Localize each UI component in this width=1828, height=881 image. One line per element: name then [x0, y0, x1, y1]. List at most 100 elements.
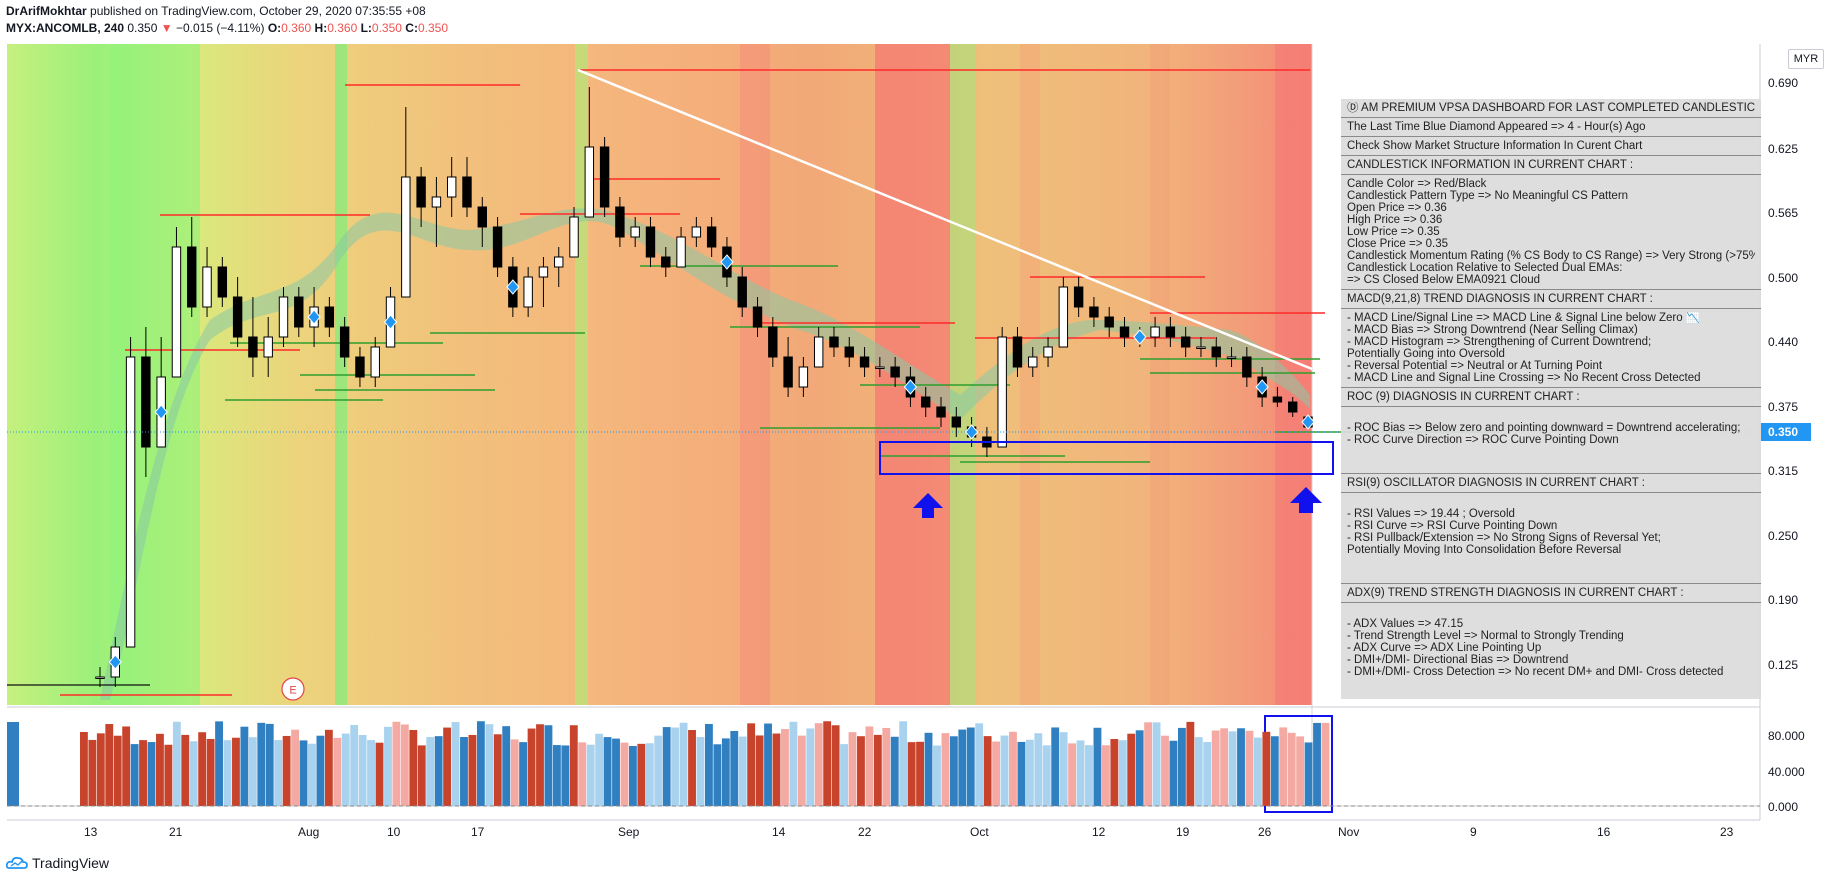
dashboard-line: - RSI Pullback/Extension => No Strong Si… — [1347, 532, 1661, 544]
candle-body — [1288, 401, 1298, 413]
time-tick: Sep — [618, 825, 640, 839]
currency-button[interactable]: MYR — [1788, 49, 1824, 69]
time-tick: 9 — [1470, 825, 1477, 839]
histogram-bar — [122, 726, 131, 806]
histogram-bar — [552, 745, 561, 806]
time-tick: 13 — [84, 825, 98, 839]
time-tick: 12 — [1092, 825, 1106, 839]
histogram-bar — [232, 737, 240, 806]
histogram-bar — [198, 732, 207, 806]
histogram-bar — [916, 741, 924, 806]
dashboard-section: - ADX Values => 47.15- Trend Strength Le… — [1341, 603, 1761, 681]
dashboard-section: Ⓓ AM PREMIUM VPSA DASHBOARD FOR LAST COM… — [1341, 99, 1761, 118]
dashboard-line: - DMI+/DMI- Cross Detection => No recent… — [1347, 666, 1724, 678]
spread-band — [1020, 44, 1040, 705]
time-tick: Aug — [298, 825, 319, 839]
dashboard-line — [1347, 556, 1755, 568]
open-label: O: — [267, 21, 282, 35]
price-tick: 0.500 — [1768, 271, 1798, 285]
symbol-label[interactable]: MYX:ANCOMLB, 240 — [6, 21, 125, 35]
histogram-bar — [367, 740, 376, 806]
low-label: L: — [360, 21, 372, 35]
histogram-bar — [1270, 736, 1279, 806]
candle-body — [1058, 286, 1069, 348]
histogram-bar — [924, 732, 933, 806]
candle-body — [890, 366, 900, 378]
candle-body — [125, 356, 136, 648]
author-name[interactable]: DrArifMokhtar — [6, 4, 87, 18]
histogram-bar — [586, 744, 595, 806]
candle-body — [232, 296, 243, 338]
spread-band — [950, 44, 975, 705]
close-value: 0.350 — [417, 21, 448, 35]
dashboard-section: - MACD Line/Signal Line => MACD Line & S… — [1341, 309, 1761, 388]
candle-body — [661, 256, 671, 268]
price-tick: 0.375 — [1768, 400, 1798, 414]
histogram-bar — [476, 721, 485, 806]
histogram-bar — [1093, 727, 1102, 806]
blue-diamond-icon — [720, 254, 734, 270]
dashboard-section: MACD(9,21,8) TREND DIAGNOSIS IN CURRENT … — [1341, 290, 1761, 309]
histogram-bar — [1161, 735, 1169, 806]
histogram-bar — [299, 740, 308, 806]
candle-body — [737, 276, 747, 308]
candle-body — [859, 356, 870, 368]
histogram-bar — [628, 745, 637, 806]
histogram-bar — [291, 729, 299, 806]
histogram-bar — [1186, 721, 1195, 806]
histogram-bar — [164, 744, 173, 806]
dashboard-line: - MACD Bias => Strong Downtrend (Near Se… — [1347, 324, 1638, 336]
histogram-bar — [1051, 727, 1060, 806]
candle-body — [294, 296, 304, 328]
histogram-bar — [949, 736, 958, 806]
tradingview-logo[interactable]: TradingView — [6, 855, 109, 871]
price-axis[interactable]: 0.690 0.625 0.565 0.500 0.440 0.375 0.31… — [1768, 76, 1798, 672]
histogram-bar — [384, 726, 392, 806]
histogram-bar — [358, 735, 367, 806]
candle-body — [645, 226, 656, 258]
candle-body — [477, 206, 487, 228]
dashboard-line: CANDLESTICK INFORMATION IN CURRENT CHART… — [1347, 159, 1634, 171]
histogram-bar — [1025, 739, 1034, 806]
histogram-bar — [899, 721, 908, 806]
time-axis[interactable]: 13 21 Aug 10 17 Sep 14 22 Oct 12 19 26 N… — [84, 825, 1734, 839]
earnings-icon[interactable] — [281, 677, 305, 701]
candle-body — [691, 226, 702, 238]
candle-body — [401, 176, 411, 298]
spread-band — [1150, 44, 1170, 705]
candle-body — [844, 346, 854, 358]
candle-body — [355, 356, 365, 378]
price-tick: 0.625 — [1768, 142, 1798, 156]
dashboard-line: Candlestick Pattern Type => No Meaningfu… — [1347, 190, 1629, 202]
histogram-bar — [696, 737, 705, 806]
ohlc-line: MYX:ANCOMLB, 240 0.350 ▼ −0.015 (−4.11%)… — [6, 21, 448, 36]
candle-body — [171, 246, 182, 378]
dashboard-section: CANDLESTICK INFORMATION IN CURRENT CHART… — [1341, 156, 1761, 175]
histogram-bar — [857, 736, 865, 806]
blue-diamond-icon — [307, 309, 321, 325]
histogram-bar — [1203, 742, 1212, 806]
candle-body — [370, 346, 380, 378]
dashboard-line — [1347, 446, 1755, 458]
histogram-bar — [654, 735, 663, 806]
histogram-bar — [1127, 733, 1136, 806]
histogram-bar — [831, 725, 840, 806]
current-price-value: 0.350 — [1768, 425, 1798, 439]
candle-body — [676, 236, 686, 268]
histogram-bar — [1110, 739, 1119, 806]
indicator-axis[interactable]: 80.000 40.000 0.000 — [1768, 729, 1805, 814]
histogram-bar — [595, 733, 604, 806]
candle-body — [936, 406, 946, 418]
histogram-bar — [1152, 722, 1161, 806]
dashboard-line: - ADX Curve => ADX Line Pointing Up — [1347, 642, 1542, 654]
high-value: 0.360 — [327, 21, 358, 35]
candle-body — [1272, 396, 1283, 403]
histogram-bar — [274, 740, 283, 806]
histogram-bar — [248, 737, 257, 806]
candle-body — [492, 226, 503, 268]
candle-body — [599, 146, 610, 208]
histogram-bar — [907, 742, 916, 806]
up-arrow-icon — [913, 493, 943, 518]
histogram-bar — [519, 742, 528, 806]
